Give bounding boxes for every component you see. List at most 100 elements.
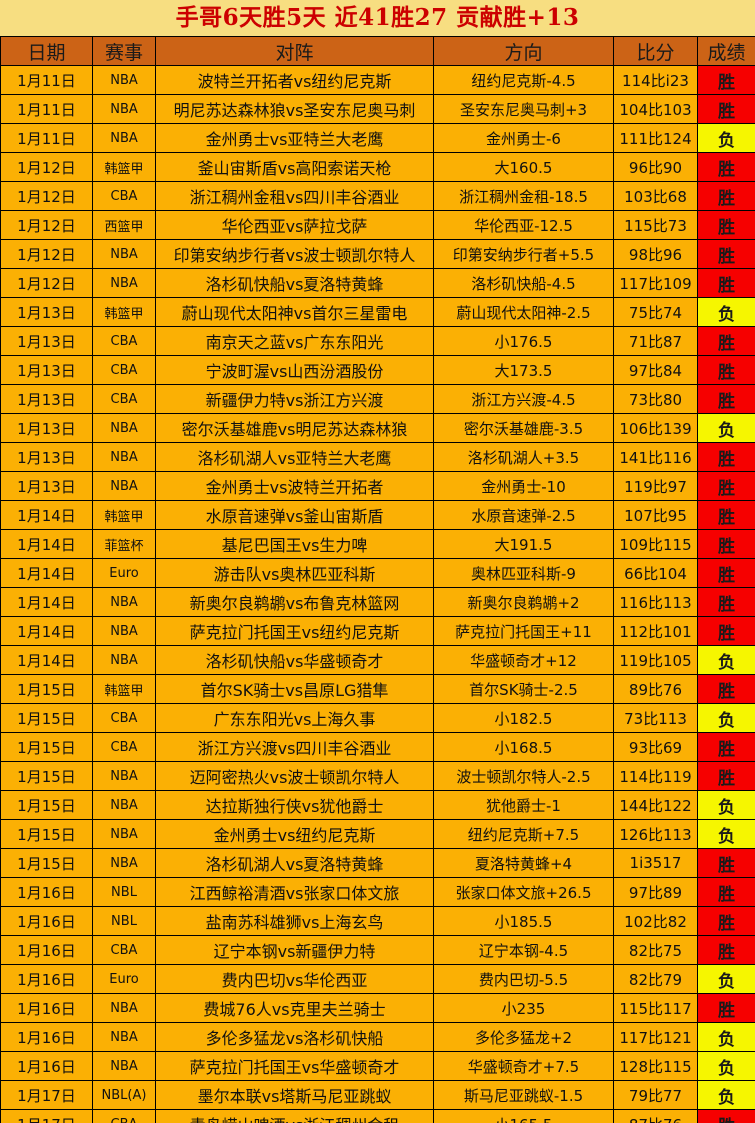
cell-score: 114比119 — [613, 761, 698, 791]
cell-match: 多伦多猛龙vs洛杉矶快船 — [155, 1022, 434, 1052]
cell-score: 102比82 — [613, 906, 698, 936]
cell-direction: 金州勇士-10 — [433, 471, 614, 501]
cell-result: 胜 — [697, 210, 755, 240]
cell-score: 103比68 — [613, 181, 698, 211]
cell-league: 韩篮甲 — [92, 152, 156, 182]
cell-result: 胜 — [697, 674, 755, 704]
cell-direction: 多伦多猛龙+2 — [433, 1022, 614, 1052]
cell-direction: 浙江方兴渡-4.5 — [433, 384, 614, 414]
cell-result: 胜 — [697, 761, 755, 791]
table-row: 1月15日 CBA 广东东阳光vs上海久事 小182.5 73比113 负 — [0, 703, 755, 733]
cell-match: 金州勇士vs纽约尼克斯 — [155, 819, 434, 849]
cell-date: 1月12日 — [0, 239, 93, 269]
cell-league: Euro — [92, 558, 156, 588]
cell-result: 胜 — [697, 848, 755, 878]
cell-date: 1月14日 — [0, 587, 93, 617]
table-row: 1月14日 NBA 洛杉矶快船vs华盛顿奇才 华盛顿奇才+12 119比105 负 — [0, 645, 755, 675]
cell-result: 负 — [697, 790, 755, 820]
cell-direction: 小176.5 — [433, 326, 614, 356]
cell-league: NBL — [92, 877, 156, 907]
cell-score: 104比103 — [613, 94, 698, 124]
cell-match: 费内巴切vs华伦西亚 — [155, 964, 434, 994]
table-row: 1月13日 CBA 宁波町渥vs山西汾酒股份 大173.5 97比84 胜 — [0, 355, 755, 385]
table-row: 1月13日 NBA 密尔沃基雄鹿vs明尼苏达森林狼 密尔沃基雄鹿-3.5 106比139… — [0, 413, 755, 443]
cell-score: 97比89 — [613, 877, 698, 907]
cell-score: 119比105 — [613, 645, 698, 675]
cell-score: 115比73 — [613, 210, 698, 240]
table-row: 1月16日 NBA 多伦多猛龙vs洛杉矶快船 多伦多猛龙+2 117比121 负 — [0, 1022, 755, 1052]
cell-date: 1月12日 — [0, 181, 93, 211]
cell-match: 新疆伊力特vs浙江方兴渡 — [155, 384, 434, 414]
cell-score: 107比95 — [613, 500, 698, 530]
cell-result: 负 — [697, 123, 755, 153]
cell-score: 87比76 — [613, 1109, 698, 1123]
cell-league: NBA — [92, 587, 156, 617]
cell-score: 144比122 — [613, 790, 698, 820]
cell-match: 萨克拉门托国王vs华盛顿奇才 — [155, 1051, 434, 1081]
cell-league: CBA — [92, 703, 156, 733]
table-row: 1月14日 韩篮甲 水原音速弹vs釜山宙斯盾 水原音速弹-2.5 107比95 胜 — [0, 500, 755, 530]
cell-league: 西篮甲 — [92, 210, 156, 240]
cell-match: 广东东阳光vs上海久事 — [155, 703, 434, 733]
cell-direction: 费内巴切-5.5 — [433, 964, 614, 994]
cell-league: NBA — [92, 65, 156, 95]
table-row: 1月14日 菲篮杯 基尼巴国王vs生力啤 大191.5 109比115 胜 — [0, 529, 755, 559]
cell-direction: 纽约尼克斯+7.5 — [433, 819, 614, 849]
cell-match: 蔚山现代太阳神vs首尔三星雷电 — [155, 297, 434, 327]
cell-league: CBA — [92, 732, 156, 762]
cell-match: 洛杉矶快船vs夏洛特黄蜂 — [155, 268, 434, 298]
cell-result: 胜 — [697, 732, 755, 762]
table-header: 日期 赛事 对阵 方向 比分 成绩 — [0, 36, 755, 66]
cell-result: 负 — [697, 964, 755, 994]
table-row: 1月17日 NBL(A) 墨尔本联vs塔斯马尼亚跳蚁 斯马尼亚跳蚁-1.5 79比77 负 — [0, 1080, 755, 1110]
cell-league: NBA — [92, 645, 156, 675]
cell-score: 1i3517 — [613, 848, 698, 878]
cell-score: 117比121 — [613, 1022, 698, 1052]
cell-date: 1月13日 — [0, 355, 93, 385]
column-header-direction: 方向 — [433, 36, 614, 66]
cell-league: NBA — [92, 239, 156, 269]
cell-league: Euro — [92, 964, 156, 994]
cell-match: 青岛崂山啤酒vs浙江稠州金租 — [155, 1109, 434, 1123]
cell-date: 1月14日 — [0, 616, 93, 646]
cell-direction: 萨克拉门托国王+11 — [433, 616, 614, 646]
table-row: 1月12日 NBA 印第安纳步行者vs波士顿凯尔特人 印第安纳步行者+5.5 98比96… — [0, 239, 755, 269]
cell-score: 106比139 — [613, 413, 698, 443]
cell-date: 1月13日 — [0, 297, 93, 327]
cell-direction: 大191.5 — [433, 529, 614, 559]
table-row: 1月12日 CBA 浙江稠州金租vs四川丰谷酒业 浙江稠州金租-18.5 103比68 胜 — [0, 181, 755, 211]
cell-direction: 华盛顿奇才+7.5 — [433, 1051, 614, 1081]
column-header-result: 成绩 — [697, 36, 755, 66]
cell-result: 胜 — [697, 65, 755, 95]
cell-direction: 圣安东尼奥马刺+3 — [433, 94, 614, 124]
cell-match: 墨尔本联vs塔斯马尼亚跳蚁 — [155, 1080, 434, 1110]
cell-direction: 大173.5 — [433, 355, 614, 385]
cell-result: 负 — [697, 1080, 755, 1110]
cell-league: NBA — [92, 848, 156, 878]
cell-score: 98比96 — [613, 239, 698, 269]
cell-score: 119比97 — [613, 471, 698, 501]
cell-date: 1月12日 — [0, 152, 93, 182]
cell-direction: 波士顿凯尔特人-2.5 — [433, 761, 614, 791]
cell-match: 釜山宙斯盾vs高阳索诺天枪 — [155, 152, 434, 182]
cell-score: 111比124 — [613, 123, 698, 153]
cell-league: CBA — [92, 384, 156, 414]
table-row: 1月13日 CBA 新疆伊力特vs浙江方兴渡 浙江方兴渡-4.5 73比80 胜 — [0, 384, 755, 414]
cell-league: 韩篮甲 — [92, 674, 156, 704]
cell-date: 1月14日 — [0, 645, 93, 675]
cell-date: 1月13日 — [0, 442, 93, 472]
cell-result: 胜 — [697, 384, 755, 414]
cell-match: 盐南苏科雄狮vs上海玄鸟 — [155, 906, 434, 936]
cell-league: NBA — [92, 761, 156, 791]
cell-score: 73比113 — [613, 703, 698, 733]
cell-direction: 华伦西亚-12.5 — [433, 210, 614, 240]
table-row: 1月12日 西篮甲 华伦西亚vs萨拉戈萨 华伦西亚-12.5 115比73 胜 — [0, 210, 755, 240]
cell-direction: 夏洛特黄蜂+4 — [433, 848, 614, 878]
cell-score: 97比84 — [613, 355, 698, 385]
cell-result: 负 — [697, 1022, 755, 1052]
cell-league: CBA — [92, 1109, 156, 1123]
cell-match: 萨克拉门托国王vs纽约尼克斯 — [155, 616, 434, 646]
cell-result: 胜 — [697, 355, 755, 385]
cell-direction: 密尔沃基雄鹿-3.5 — [433, 413, 614, 443]
table-row: 1月15日 NBA 金州勇士vs纽约尼克斯 纽约尼克斯+7.5 126比113 负 — [0, 819, 755, 849]
